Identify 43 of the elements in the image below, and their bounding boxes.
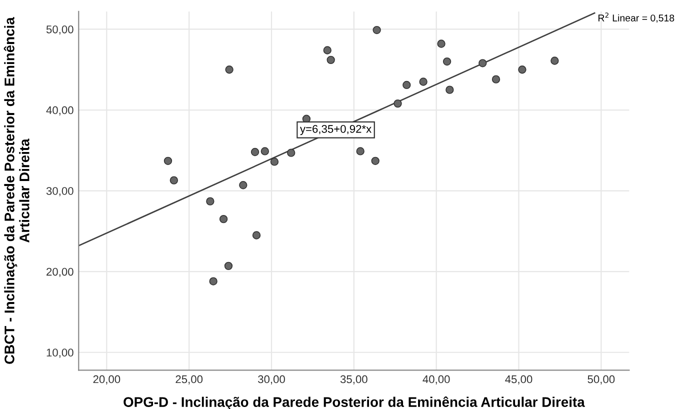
point	[239, 181, 248, 190]
point	[437, 40, 446, 48]
point	[260, 147, 269, 156]
point	[270, 158, 279, 166]
x-tick-label: 20,00	[93, 375, 120, 384]
point	[478, 59, 487, 68]
point	[164, 156, 172, 165]
point	[372, 26, 381, 34]
y-tick-label: 50,00	[46, 25, 74, 35]
point	[224, 262, 233, 270]
x-tick-label: 40,00	[422, 375, 450, 384]
annotation: R$^{2}$ Linear = 0,518	[598, 12, 674, 23]
point	[442, 57, 452, 66]
point	[225, 66, 234, 74]
y-tick-label: 10,00	[46, 348, 74, 358]
point	[323, 46, 332, 54]
x-tick-label: 25,00	[176, 375, 203, 384]
point	[550, 56, 559, 65]
point	[209, 277, 218, 286]
point	[356, 147, 364, 156]
point	[252, 231, 261, 240]
point	[326, 56, 335, 64]
point	[492, 75, 500, 84]
x-tick-label: 45,00	[505, 375, 532, 384]
point	[446, 86, 454, 94]
x-tick-label: 50,00	[588, 375, 615, 384]
point	[250, 148, 260, 156]
point	[394, 99, 402, 108]
y-tick-label: 40,00	[46, 106, 74, 116]
point	[518, 66, 526, 74]
point	[419, 78, 428, 86]
x-tick-label: 35,00	[340, 375, 368, 384]
point	[287, 148, 296, 157]
point	[206, 197, 214, 206]
point	[219, 214, 228, 224]
annotation: y=6,35+0,92*x	[300, 125, 372, 136]
point	[170, 176, 178, 184]
point	[371, 156, 380, 165]
point	[402, 80, 411, 90]
y-tick-label: 20,00	[46, 268, 74, 278]
x-tick-label: 30,00	[258, 375, 285, 384]
y-tick-label: 30,00	[46, 187, 74, 196]
y-axis-title: CBCT - Inclinação da Parede Posterior da Eminência Articular Direita	[4, 17, 30, 364]
